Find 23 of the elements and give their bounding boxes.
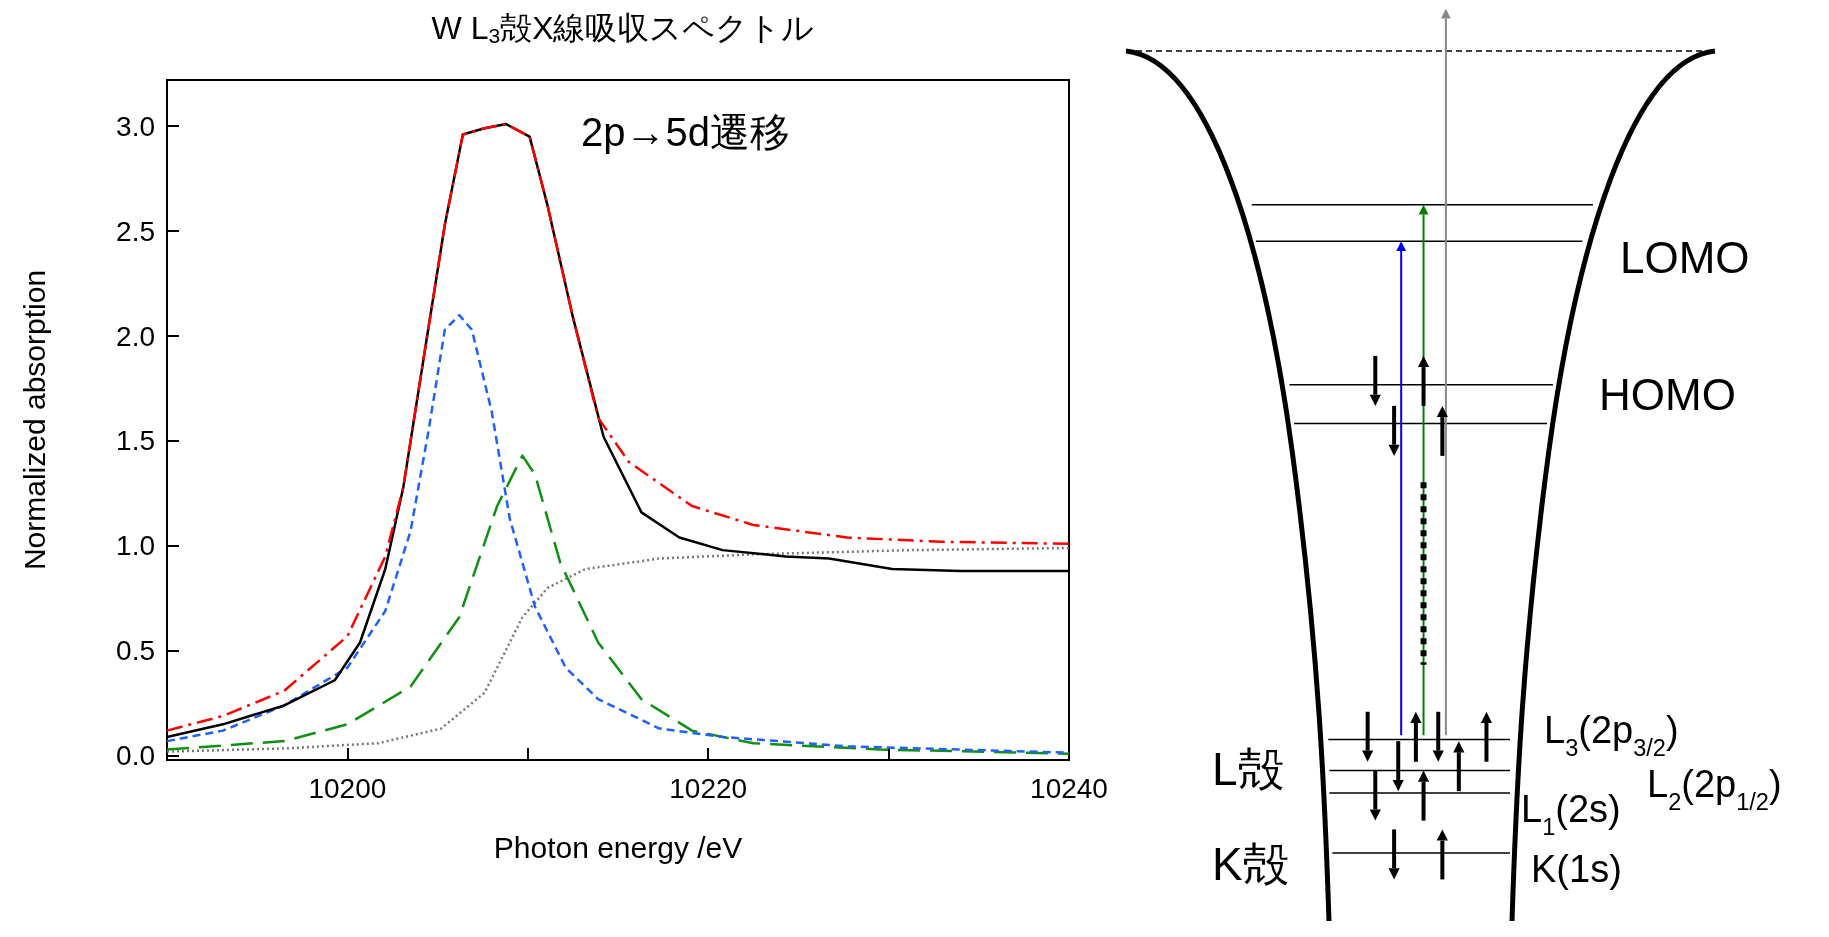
annotation: 2p→5d遷移 [581,110,790,154]
text: K(1s) [1531,848,1622,890]
y-tick-label: 3.0 [116,110,155,142]
y-tick-label: 2.0 [116,320,155,352]
y-axis-title: Normalized absorption [17,269,51,571]
text: L殻 [1212,743,1284,795]
text: L$_{2}$(2p$_{1/2}$) [1647,763,1782,815]
y-tick-label: 2.5 [116,215,155,247]
text: LOMO [1620,233,1750,282]
y-tick-label: 0.0 [116,740,155,772]
y-tick-label: 0.5 [116,635,155,667]
y-tick-label: 1.0 [116,530,155,562]
x-axis-title: Photon energy /eV [493,830,743,864]
text: HOMO [1599,370,1736,419]
text: K殻 [1212,838,1289,890]
text: L$_{3}$(2p$_{3/2}$) [1544,709,1679,761]
text: L$_{1}$(2s) [1521,788,1621,840]
x-tick-label: 10200 [308,772,387,804]
x-tick-label: 10240 [1030,772,1108,804]
y-tick-label: 1.5 [116,425,155,457]
x-tick-label: 10220 [669,772,748,804]
line-series [165,454,1071,755]
line-series [165,546,1071,753]
